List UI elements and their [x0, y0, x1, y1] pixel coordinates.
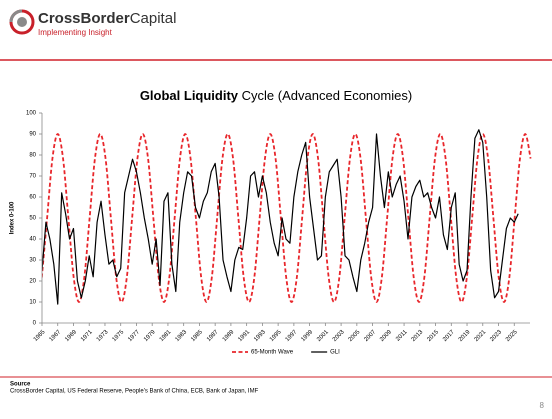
y-tick-label: 90 [29, 132, 36, 138]
legend-label: GLI [330, 350, 340, 356]
x-tick-label: 1975 [112, 329, 126, 343]
x-tick-label: 1973 [96, 329, 110, 343]
plot-area [42, 129, 532, 305]
series-line [42, 133, 532, 303]
chart-title: Global Liquidity Cycle (Advanced Economi… [140, 88, 412, 103]
x-tick-label: 1989 [222, 329, 236, 343]
page-number: 8 [540, 401, 545, 410]
title-bold: Global Liquidity [140, 88, 239, 103]
x-tick-label: 2013 [411, 329, 425, 343]
x-tick-label: 2025 [505, 329, 519, 343]
logo [9, 9, 35, 35]
x-tick-label: 2005 [348, 329, 362, 343]
x-tick-label: 1977 [127, 329, 141, 343]
series-line [42, 129, 519, 305]
source-text: CrossBorder Capital, US Federal Reserve,… [10, 389, 259, 395]
x-tick-label: 2015 [426, 329, 440, 343]
x-tick-label: 2003 [332, 329, 346, 343]
y-tick-label: 100 [26, 111, 37, 117]
y-tick-label: 10 [29, 300, 36, 306]
x-tick-label: 1993 [253, 329, 267, 343]
x-tick-label: 1987 [206, 329, 220, 343]
y-tick-label: 40 [29, 237, 36, 243]
x-tick-label: 1981 [159, 329, 173, 343]
x-tick-label: 1991 [237, 329, 251, 343]
x-tick-label: 1971 [80, 329, 94, 343]
brand-rest: Capital [130, 10, 177, 27]
x-tick-label: 1999 [300, 329, 314, 343]
brand-bold: CrossBorder [38, 10, 130, 27]
tagline: Implementing Insight [38, 28, 113, 37]
brand: CrossBorderCapital [38, 10, 176, 27]
y-tick-label: 80 [29, 153, 36, 159]
x-tick-label: 2017 [442, 329, 456, 343]
x-tick-label: 1979 [143, 329, 157, 343]
y-axis-label: Index 0-100 [10, 201, 16, 234]
y-tick-label: 70 [29, 174, 36, 180]
x-tick-label: 1983 [175, 329, 189, 343]
legend-label: 65-Month Wave [251, 350, 294, 356]
x-tick-label: 2001 [316, 329, 330, 343]
y-tick-label: 30 [29, 258, 36, 264]
x-tick-label: 1969 [64, 329, 78, 343]
x-tick-label: 2011 [395, 329, 409, 343]
x-tick-label: 2009 [379, 329, 393, 343]
x-tick-label: 2021 [474, 329, 488, 343]
x-tick-label: 2007 [363, 329, 377, 343]
y-tick-label: 60 [29, 195, 36, 201]
y-tick-label: 50 [29, 216, 36, 222]
x-tick-label: 1967 [49, 329, 63, 343]
y-tick-label: 0 [33, 321, 37, 327]
x-tick-label: 1985 [190, 329, 204, 343]
x-tick-label: 2019 [458, 329, 472, 343]
title-rest: Cycle (Advanced Economies) [242, 88, 413, 103]
x-tick-label: 1965 [33, 329, 47, 343]
x-tick-label: 1995 [269, 329, 283, 343]
x-tick-label: 2023 [489, 329, 503, 343]
source-label: Source [10, 382, 31, 388]
y-tick-label: 20 [29, 279, 36, 285]
x-tick-label: 1997 [285, 329, 299, 343]
